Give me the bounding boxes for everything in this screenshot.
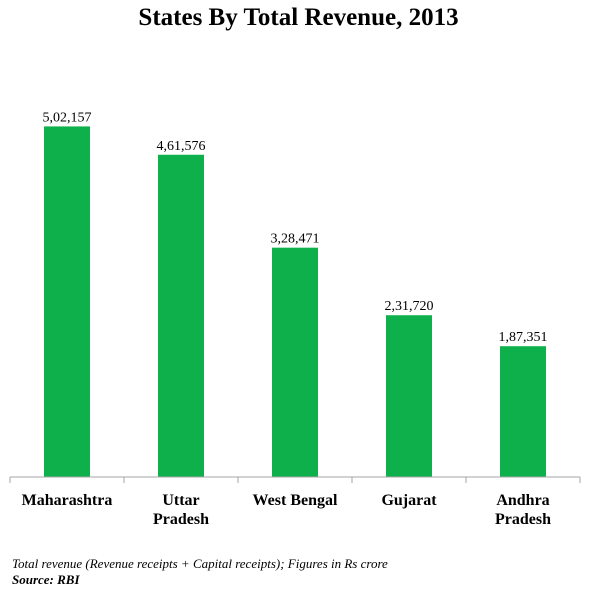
bar-0: [44, 126, 90, 478]
category-label-4-0: Andhra: [496, 492, 549, 509]
category-label-1-1: Pradesh: [153, 511, 209, 528]
value-label-1: 4,61,576: [157, 139, 206, 154]
source-text: Source: RBI: [12, 572, 80, 587]
value-label-3: 2,31,720: [385, 299, 434, 314]
bar-3: [386, 315, 432, 477]
value-label-0: 5,02,157: [43, 110, 92, 125]
category-label-3-0: Gujarat: [381, 492, 437, 509]
category-label-4-1: Pradesh: [495, 511, 551, 528]
value-label-4: 1,87,351: [499, 330, 548, 345]
bars-group: [9, 126, 581, 483]
category-label-2-0: West Bengal: [253, 492, 338, 509]
category-label-1-0: Uttar: [162, 492, 199, 509]
bar-4: [500, 346, 546, 477]
footnote-text: Total revenue (Revenue receipts + Capita…: [12, 556, 388, 571]
value-labels-group: 5,02,157 4,61,576 3,28,471 2,31,720 1,87,351: [43, 110, 548, 345]
category-label-0-0: Maharashtra: [22, 492, 113, 509]
bar-1: [158, 154, 204, 477]
chart-title: States By Total Revenue, 2013: [138, 4, 459, 31]
category-labels-group: Maharashtra Uttar Pradesh West Bengal Gujara…: [22, 492, 551, 528]
value-label-2: 3,28,471: [271, 232, 320, 247]
bar-2: [272, 247, 318, 477]
